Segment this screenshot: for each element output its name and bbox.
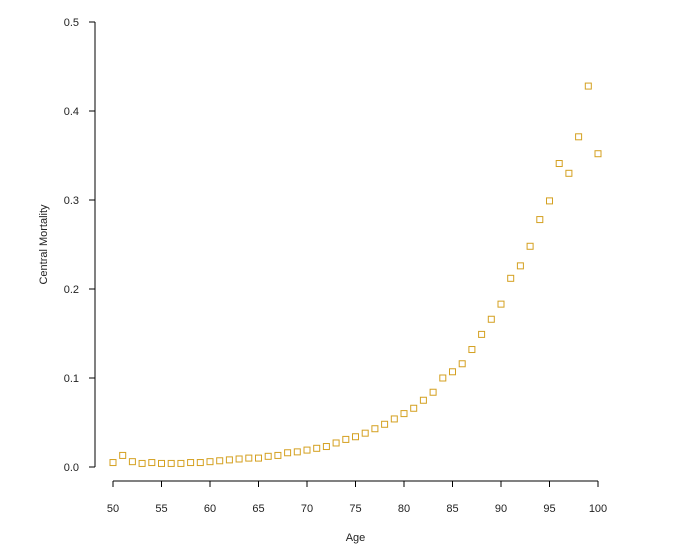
x-tick-label: 95: [543, 503, 555, 515]
data-point: [555, 160, 563, 168]
data-point: [158, 459, 165, 467]
x-tick-label: 60: [204, 503, 216, 515]
y-tick-label: 0.1: [64, 373, 79, 385]
data-point: [565, 169, 573, 177]
data-point: [449, 368, 456, 376]
data-point: [255, 454, 262, 462]
data-point: [322, 443, 330, 451]
data-point: [264, 452, 272, 460]
data-point: [313, 444, 321, 452]
y-tick-label: 0.5: [64, 17, 79, 29]
data-point: [284, 449, 292, 457]
data-point: [584, 82, 592, 90]
data-point: [546, 197, 553, 205]
y-tick-label: 0.4: [64, 106, 79, 118]
data-point: [526, 242, 534, 250]
x-tick-label: 55: [155, 503, 167, 515]
data-point: [216, 457, 224, 465]
data-point: [497, 300, 505, 308]
data-point: [371, 425, 379, 433]
data-point: [516, 262, 524, 270]
data-point: [274, 451, 282, 459]
y-axis: 0.0 0.1 0.2 0.3 0.4 0.5: [64, 17, 96, 474]
x-tick-label: 75: [349, 503, 361, 515]
y-axis-title: Central Mortality: [38, 204, 50, 285]
x-tick-label: 100: [589, 503, 607, 515]
x-tick-label: 85: [446, 503, 458, 515]
data-point: [575, 133, 583, 141]
x-axis-title: Age: [346, 532, 366, 544]
data-point: [439, 374, 447, 382]
data-point: [206, 458, 214, 466]
data-point: [109, 459, 117, 467]
x-axis: 50 55 60 65 70 75 80 85 90 95 100: [107, 480, 607, 515]
data-point: [536, 216, 544, 224]
x-tick-label: 65: [252, 503, 264, 515]
data-point: [225, 456, 233, 464]
x-tick-label: 70: [301, 503, 313, 515]
data-point: [187, 459, 195, 467]
data-point: [196, 459, 204, 467]
data-point: [400, 410, 408, 418]
data-point: [332, 439, 340, 447]
data-point: [429, 388, 437, 396]
data-point: [342, 435, 350, 443]
x-tick-label: 90: [495, 503, 507, 515]
data-point: [245, 454, 253, 462]
data-point: [128, 458, 136, 466]
data-point: [458, 360, 466, 368]
plot-points: [109, 82, 602, 467]
data-point: [235, 455, 243, 463]
data-point: [352, 433, 359, 441]
data-point: [478, 330, 486, 338]
data-point: [303, 446, 311, 454]
data-point: [419, 396, 427, 404]
data-point: [507, 274, 515, 282]
data-point: [410, 404, 418, 412]
x-tick-label: 50: [107, 503, 119, 515]
data-point: [167, 459, 175, 467]
data-point: [361, 429, 369, 437]
data-point: [138, 459, 146, 467]
data-point: [148, 459, 156, 467]
data-point: [468, 346, 476, 354]
data-point: [177, 459, 185, 467]
x-tick-label: 80: [398, 503, 410, 515]
y-tick-label: 0.0: [64, 462, 79, 474]
data-point: [381, 420, 389, 428]
data-point: [594, 150, 602, 158]
y-tick-label: 0.2: [64, 284, 79, 296]
data-point: [390, 415, 398, 423]
y-tick-label: 0.3: [64, 195, 79, 207]
data-point: [487, 315, 495, 323]
data-point: [293, 448, 301, 456]
data-point: [119, 451, 127, 459]
